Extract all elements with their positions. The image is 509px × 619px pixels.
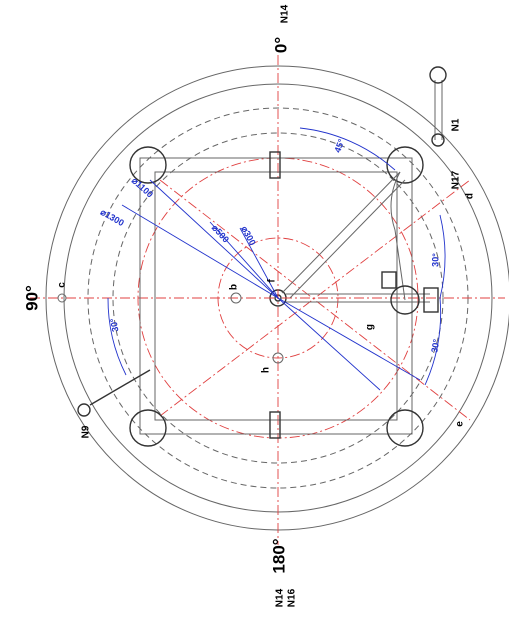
axis bbox=[159, 179, 471, 421]
dimension-label: 30° bbox=[108, 317, 120, 333]
point-c bbox=[57, 293, 67, 303]
valve bbox=[381, 271, 397, 289]
nozzle-flange bbox=[77, 403, 91, 417]
dim-line bbox=[149, 179, 279, 299]
point-label: b bbox=[229, 284, 240, 290]
nozzle-flange bbox=[429, 66, 447, 84]
dim-line bbox=[209, 221, 279, 299]
point-label: h bbox=[261, 367, 272, 373]
angle-label: 180° bbox=[269, 538, 288, 573]
dimension-label: 45° bbox=[332, 137, 346, 154]
nozzle-flange bbox=[431, 133, 445, 147]
point-label: d bbox=[465, 193, 476, 199]
nozzle-label: N16 bbox=[287, 588, 298, 607]
pipe bbox=[289, 179, 406, 299]
dim-arc bbox=[439, 214, 446, 299]
dimension-label: ⌀500 bbox=[210, 223, 231, 245]
dimension-label: 30° bbox=[429, 338, 441, 354]
dim-line bbox=[121, 204, 279, 299]
angle-label: 90° bbox=[22, 285, 41, 311]
lug bbox=[269, 151, 281, 179]
leg bbox=[386, 146, 424, 184]
pipe bbox=[390, 171, 406, 301]
frame bbox=[139, 157, 413, 435]
point-b bbox=[230, 292, 242, 304]
dim-arc bbox=[424, 297, 442, 386]
dashed-circle bbox=[112, 132, 444, 464]
leg bbox=[386, 409, 424, 447]
lug bbox=[269, 411, 281, 439]
dim-line bbox=[277, 297, 421, 381]
dimension-label: 30° bbox=[430, 253, 440, 267]
leg bbox=[129, 146, 167, 184]
vessel bbox=[390, 285, 420, 315]
leg bbox=[129, 409, 167, 447]
point-label: e bbox=[455, 421, 466, 427]
nozzle-label: N1 bbox=[451, 118, 462, 131]
nozzle-label: N14 bbox=[280, 4, 291, 23]
point-label: f bbox=[267, 279, 278, 283]
dim-line bbox=[239, 227, 279, 299]
axis bbox=[159, 179, 471, 417]
dim-arc bbox=[107, 297, 127, 376]
point-label: g bbox=[365, 324, 376, 330]
nozzle-label: N9 bbox=[81, 425, 92, 438]
frame bbox=[154, 171, 398, 421]
angle-label: 0° bbox=[271, 37, 290, 53]
point-label: c bbox=[57, 282, 68, 288]
point-h bbox=[272, 352, 284, 364]
pipe bbox=[281, 171, 401, 294]
nozzle-label: N14 bbox=[275, 588, 286, 607]
dimension-label: ⌀1100 bbox=[130, 175, 155, 199]
valve bbox=[423, 287, 439, 313]
nozzle-label: N17 bbox=[451, 170, 462, 189]
geometry bbox=[30, 55, 509, 545]
nozzle-pipe bbox=[89, 369, 151, 406]
dim-arc bbox=[299, 127, 396, 171]
dim-line bbox=[277, 297, 381, 391]
